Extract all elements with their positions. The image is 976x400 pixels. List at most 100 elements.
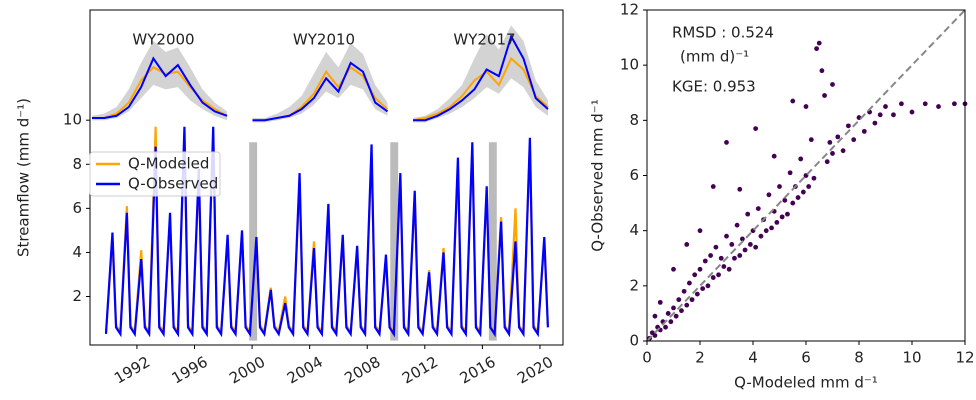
scatter-point: [758, 233, 764, 239]
legend-label: Q-Modeled: [128, 155, 209, 173]
scatter-point: [790, 98, 796, 104]
scatter-point: [877, 112, 883, 118]
y-tick-label: 10: [63, 111, 82, 129]
scatter-point: [700, 286, 706, 291]
scatter-point: [846, 123, 851, 129]
scatter-point: [724, 140, 729, 145]
scatter-point: [697, 228, 703, 234]
scatter-point: [734, 222, 740, 228]
scatter-point: [774, 219, 780, 225]
legend-box: [89, 151, 221, 197]
scatter-point: [816, 40, 822, 46]
scatter-point: [737, 186, 743, 192]
y-tick-label: 2: [72, 287, 82, 305]
scatter-point: [665, 311, 671, 316]
scatter-point: [726, 266, 732, 272]
scatter-point: [835, 134, 841, 140]
y-tick-label: 8: [72, 155, 82, 173]
scatter-point: [814, 46, 819, 52]
x-tick-label: 2008: [341, 353, 383, 388]
scatter-point: [824, 159, 830, 165]
scatter-point: [652, 333, 658, 338]
scatter-point: [705, 283, 711, 289]
x-tick-label: 12: [955, 349, 974, 367]
x-tick-label: 2016: [457, 353, 499, 388]
x-tick-label: 10: [902, 349, 921, 367]
x-tick-label: 8: [854, 349, 864, 367]
scatter-point: [830, 151, 835, 156]
inset-label: WY2000: [132, 31, 194, 49]
scatter-point: [697, 266, 703, 272]
scatter-point: [808, 137, 814, 143]
legend-label: Q-Observed: [128, 175, 218, 193]
y-tick-label: 4: [629, 221, 639, 239]
highlight-band: [390, 142, 399, 341]
annotation: RMSD : 0.524: [672, 24, 774, 42]
scatter-point: [713, 244, 719, 250]
scatter-point: [800, 189, 806, 195]
scatter-point: [721, 264, 727, 269]
scatter-point: [671, 305, 676, 311]
series-line: [104, 126, 549, 338]
scatter-point: [883, 104, 888, 109]
scatter-point: [684, 302, 690, 308]
scatter-point: [679, 308, 684, 314]
scatter-point: [684, 242, 690, 247]
scatter-point: [687, 280, 692, 286]
scatter-point: [753, 244, 759, 250]
scatter-point: [922, 101, 928, 107]
scatter-point: [856, 115, 862, 120]
scatter-point: [787, 170, 793, 176]
x-axis-label: Q-Modeled mm d⁻¹: [734, 374, 878, 392]
scatter-point: [702, 258, 708, 264]
scatter-point: [745, 211, 751, 217]
x-tick-label: 6: [801, 349, 811, 367]
scatter-point: [724, 233, 729, 239]
x-tick-label: 1992: [111, 353, 153, 388]
scatter-point: [710, 184, 716, 189]
scatter-point: [716, 272, 721, 278]
scatter-point: [753, 126, 759, 132]
scatter-point: [777, 184, 782, 189]
scatter-point: [692, 272, 698, 278]
scatter-point: [790, 200, 796, 206]
inset-line: [413, 33, 549, 122]
scatter-point: [694, 291, 700, 297]
inset-band: [92, 40, 227, 121]
scatter-point: [782, 197, 788, 203]
y-tick-label: 4: [72, 243, 82, 261]
scatter-point: [763, 228, 769, 234]
scatter-point: [785, 211, 790, 217]
x-tick-label: 2012: [399, 353, 441, 388]
inset-band: [413, 25, 548, 123]
scatter-point: [952, 101, 957, 107]
y-tick-label: 6: [629, 166, 639, 184]
annotation: KGE: 0.953: [672, 78, 756, 96]
highlight-band: [488, 142, 497, 341]
scatter-point: [798, 156, 804, 162]
y-tick-label: 10: [620, 56, 639, 74]
scatter-point: [803, 104, 809, 109]
scatter-point: [822, 93, 827, 98]
scatter-point: [673, 313, 679, 319]
scatter-point: [740, 236, 745, 242]
inset-label: WY2017: [453, 31, 515, 49]
x-tick-label: 2: [695, 349, 705, 367]
y-tick-label: 12: [620, 1, 639, 19]
scatter-point: [891, 112, 896, 118]
scatter-point: [811, 175, 817, 181]
y-tick-label: 0: [629, 332, 639, 350]
inset-line: [412, 56, 549, 122]
scatter-point: [830, 82, 835, 87]
scatter-point: [742, 247, 748, 253]
scatter-point: [872, 120, 878, 126]
scatter-point: [755, 206, 761, 212]
y-tick-label: 8: [629, 111, 639, 129]
y-tick-label: 2: [629, 276, 639, 294]
scatter-point: [909, 109, 915, 115]
y-tick-label: 6: [72, 199, 82, 217]
inset-line: [252, 61, 389, 122]
scatter-point: [779, 214, 785, 220]
